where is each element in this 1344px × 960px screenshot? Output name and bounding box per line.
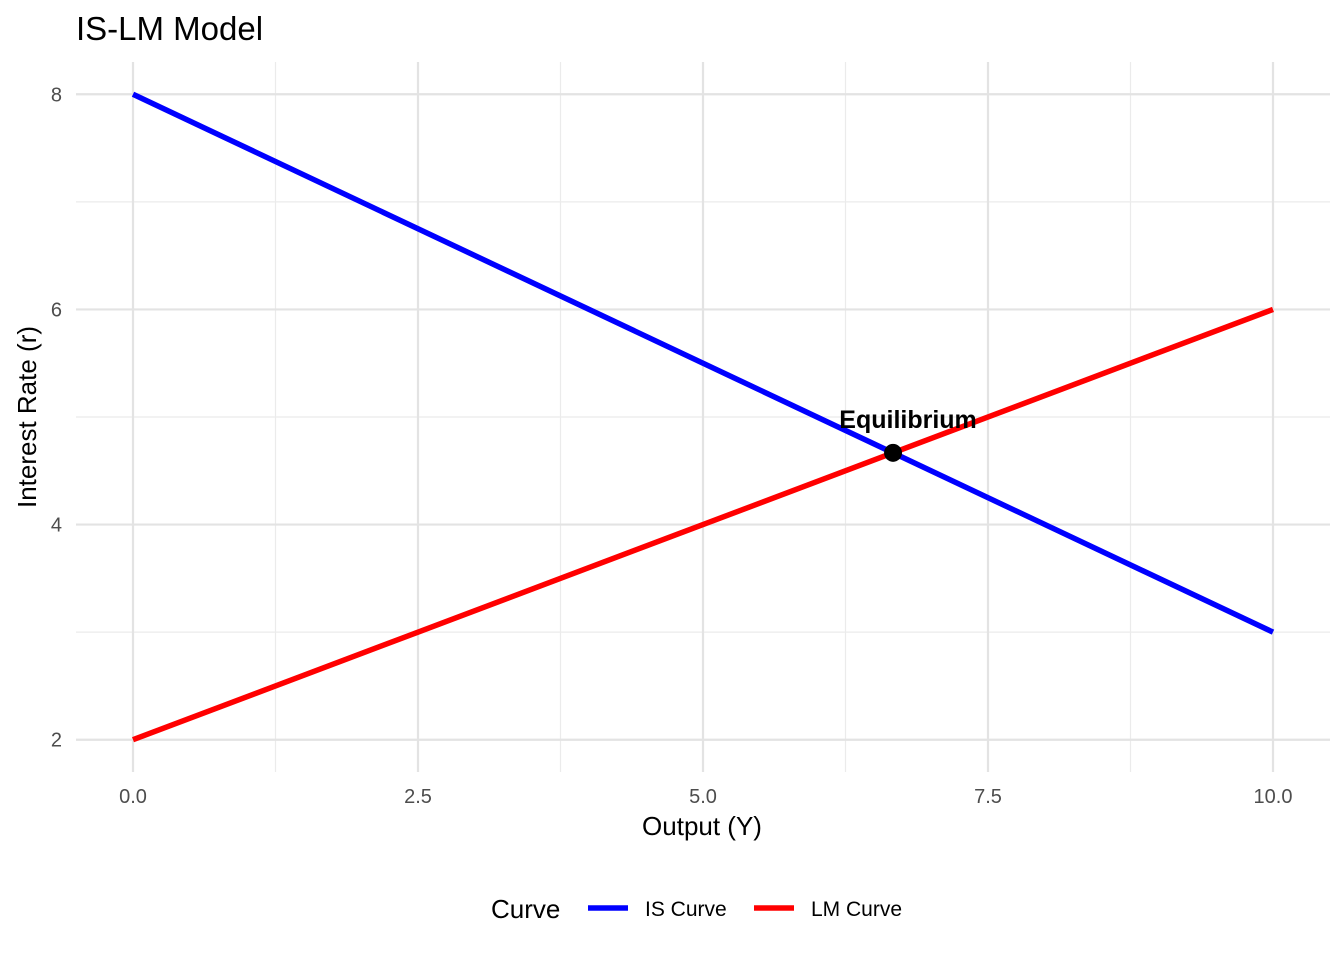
y-axis-ticks: 2 4 6 8 [51,84,62,751]
y-tick-label: 2 [51,730,62,752]
x-tick-label: 10.0 [1254,786,1293,808]
equilibrium-point [884,443,903,462]
chart-title: IS-LM Model [76,10,263,47]
series-line-lm-curve [132,306,1274,743]
equilibrium-label: Equilibrium [839,406,977,434]
y-tick-label: 6 [51,299,62,321]
legend: Curve IS Curve LM Curve [491,894,902,924]
annotations: Equilibrium [839,406,977,462]
legend-label-is-curve: IS Curve [645,898,727,921]
y-axis-label: Interest Rate (r) [12,326,42,508]
x-tick-label: 2.5 [404,786,432,808]
x-tick-label: 7.5 [974,786,1002,808]
y-tick-label: 8 [51,84,62,106]
x-axis-label: Output (Y) [642,811,762,841]
x-axis-ticks: 0.0 2.5 5.0 7.5 10.0 [119,786,1292,808]
grid-lines [76,62,1330,772]
series-line-is-curve [131,91,1275,635]
x-tick-label: 0.0 [119,786,147,808]
y-tick-label: 4 [51,515,62,537]
series-lines [131,91,1275,743]
x-tick-label: 5.0 [689,786,717,808]
legend-title: Curve [491,894,560,924]
legend-label-lm-curve: LM Curve [811,898,902,921]
